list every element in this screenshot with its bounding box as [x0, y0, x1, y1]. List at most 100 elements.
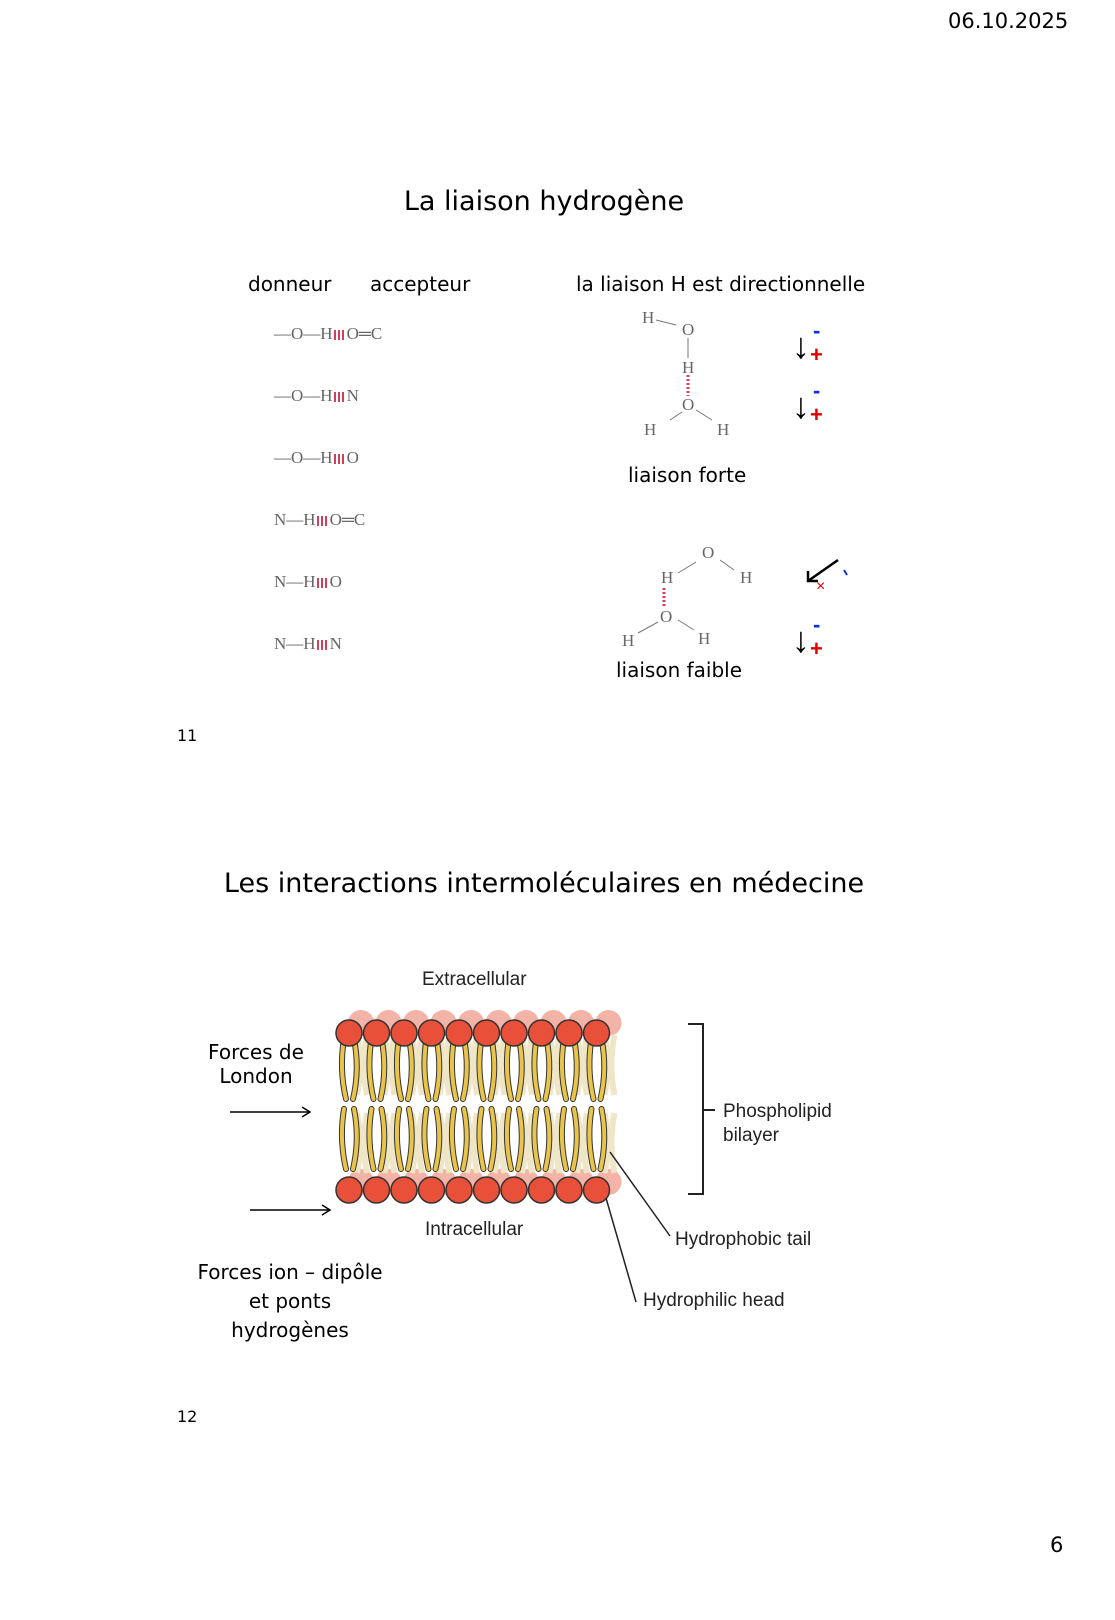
tail-back	[519, 1034, 535, 1174]
date: 06.10.2025	[948, 9, 1069, 33]
hydrophobic-tail	[461, 1037, 469, 1101]
arrow-right-icon	[250, 1204, 332, 1216]
tail-back	[491, 1034, 508, 1174]
atom-o: O	[682, 320, 695, 339]
hydrophilic-head	[390, 1176, 418, 1204]
plus-sign: +	[810, 402, 823, 427]
hydrophobic-tail	[378, 1037, 387, 1101]
ion-dipole-label: Forces ion – dipôle et ponts hydrogènes	[190, 1258, 390, 1345]
hydrophobic-tail	[559, 1107, 568, 1171]
hydrophilic-head	[335, 1176, 363, 1204]
hydrophilic-head	[445, 1176, 473, 1204]
tail-back	[464, 1034, 480, 1174]
weak-bond-lines	[637, 559, 735, 634]
strong-bond-label: liaison forte	[628, 463, 747, 487]
hydrophobic-tail	[449, 1107, 458, 1171]
minus-sign: -	[813, 612, 821, 637]
acceptor-group: O═C	[346, 324, 383, 343]
cross-sign: ×	[816, 578, 826, 595]
hydrophilic-head	[527, 1019, 556, 1047]
hydrophilic-head	[555, 1019, 583, 1047]
donor-group: —O—H	[274, 324, 333, 343]
tail-back	[436, 1034, 453, 1174]
hbond-example-row: N—H N	[274, 634, 342, 654]
minus-sign: -	[813, 318, 821, 343]
hydrophobic-tail	[516, 1107, 524, 1171]
atom-o: O	[660, 607, 673, 626]
hydrophobic-tail	[543, 1037, 552, 1101]
hydrogen-bond-mark	[316, 640, 329, 651]
bilayer-label: Phospholipid bilayer	[723, 1100, 832, 1148]
hydrophobic-tail	[406, 1107, 414, 1171]
hydrogen-bond-mark	[333, 330, 346, 341]
hydrophilic-head	[390, 1019, 418, 1047]
hydrophilic-head	[445, 1019, 473, 1047]
tail-back	[381, 1034, 398, 1174]
acceptor-group: N	[346, 386, 359, 405]
hydrophilic-head	[417, 1176, 446, 1204]
hydrophobic-tail	[378, 1107, 387, 1171]
hydrophobic-tail	[598, 1107, 607, 1171]
hydrophobic-tail-label: Hydrophobic tail	[675, 1229, 812, 1250]
hydrophobic-tail	[339, 1107, 348, 1171]
slide-12-title: Les interactions intermoléculaires en mé…	[223, 868, 865, 899]
hbond-example-row: —O—H O═C	[274, 324, 382, 344]
slide-number: 12	[177, 1407, 198, 1426]
hydrophobic-tail	[488, 1107, 497, 1171]
figure-leader-lines	[605, 1023, 715, 1303]
hydrophobic-tail	[488, 1037, 497, 1101]
sheet-number: 6	[1050, 1533, 1064, 1557]
hydrophilic-head	[582, 1019, 611, 1047]
hydrogen-bond-mark	[316, 578, 329, 589]
plus-sign: +	[810, 342, 823, 367]
hydrophilic-head	[527, 1176, 556, 1204]
line: bilayer	[723, 1125, 779, 1146]
donor-header: donneur	[248, 272, 332, 296]
arrow-right-icon	[230, 1106, 312, 1118]
hydrophobic-tail	[477, 1107, 486, 1171]
hydrogen-bond-mark	[333, 454, 346, 465]
line: et ponts	[248, 1289, 332, 1313]
hbond-example-row: N—H O	[274, 572, 342, 592]
hydrogen-bond-mark	[333, 392, 346, 403]
tail-back	[574, 1034, 590, 1174]
hydrophobic-tail	[571, 1037, 579, 1101]
hydrophobic-tail	[406, 1037, 414, 1101]
arrow-down-icon: ↓	[792, 385, 810, 426]
hydrophobic-tail	[504, 1107, 513, 1171]
hydrophobic-tail	[461, 1107, 469, 1171]
line: Forces ion – dipôle	[197, 1260, 383, 1284]
hydrophilic-head	[362, 1019, 391, 1047]
arrow-down-left-icon	[806, 558, 848, 583]
hydrophobic-tail	[516, 1037, 524, 1101]
weak-bond-label: liaison faible	[616, 658, 743, 682]
acceptor-group: N	[329, 634, 342, 653]
strong-bond-lines	[655, 319, 713, 421]
donor-group: N—H	[274, 572, 316, 591]
hydrophilic-head	[362, 1176, 391, 1204]
tail-back	[546, 1034, 563, 1174]
atom-h: H	[740, 568, 753, 587]
hydrophobic-tail	[433, 1107, 442, 1171]
slide-11-title: La liaison hydrogène	[403, 186, 685, 217]
atom-h: H	[644, 420, 657, 439]
hydrophilic-head	[500, 1019, 528, 1047]
hydrophilic-head	[582, 1176, 611, 1204]
donor-group: N—H	[274, 634, 316, 653]
atom-h: H	[698, 629, 711, 648]
hydrophobic-tail	[351, 1107, 359, 1171]
arrow-down-icon: ↓	[792, 325, 810, 366]
hydrophilic-head-label: Hydrophilic head	[643, 1290, 785, 1311]
hydrophobic-tail	[433, 1037, 442, 1101]
atom-h: H	[661, 568, 674, 587]
atom-h: H	[622, 631, 635, 650]
hydrophilic-head	[417, 1019, 446, 1047]
tail-back	[354, 1034, 370, 1174]
donor-group: N—H	[274, 510, 316, 529]
hydrophobic-tail	[532, 1107, 541, 1171]
hydrogen-bond-mark	[316, 516, 329, 527]
hydrophobic-tail	[351, 1037, 359, 1101]
minus-sign: -	[813, 378, 821, 403]
hydrophobic-tail	[571, 1107, 579, 1171]
